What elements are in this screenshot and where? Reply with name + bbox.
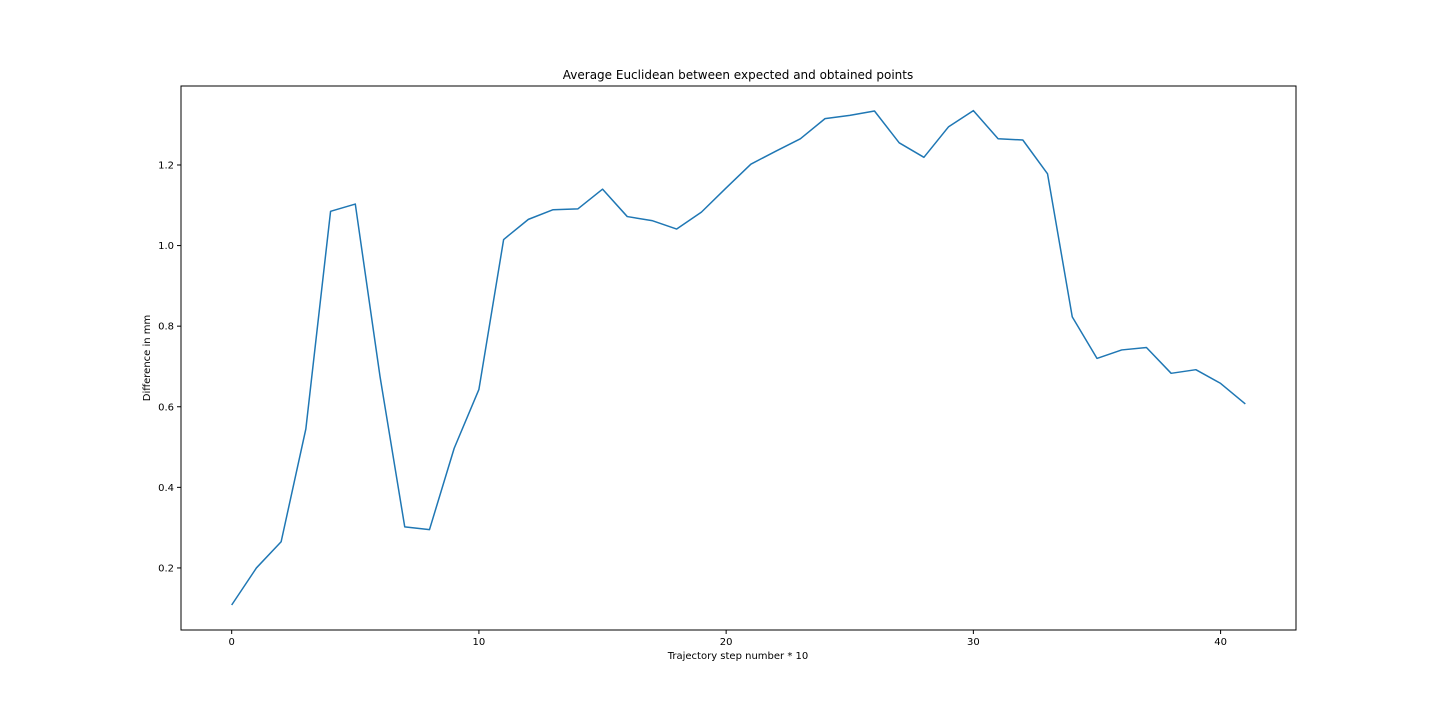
plot-area: 0 10 20 30 40 0.2 0.4 0.6 0.8 1.0 1.2 xyxy=(158,85,1297,648)
axes-frame xyxy=(180,85,1297,631)
x-tick-label: 20 xyxy=(720,637,733,648)
series-line-0 xyxy=(231,109,1246,606)
y-tick-label: 0.8 xyxy=(158,322,174,333)
x-axis-label: Trajectory step number * 10 xyxy=(667,651,808,662)
x-tick-label: 30 xyxy=(967,637,980,648)
y-tick-label: 0.6 xyxy=(158,402,174,413)
x-tick-label: 0 xyxy=(228,637,234,648)
y-axis-label: Difference in mm xyxy=(142,315,153,402)
y-tick-label: 1.0 xyxy=(158,241,174,252)
chart-title: Average Euclidean between expected and o… xyxy=(563,68,913,82)
y-tick-label: 0.2 xyxy=(158,563,174,574)
y-tick-label: 0.4 xyxy=(158,483,174,494)
x-tick-label: 10 xyxy=(473,637,486,648)
y-tick-label: 1.2 xyxy=(158,160,174,171)
x-tick-label: 40 xyxy=(1214,637,1227,648)
